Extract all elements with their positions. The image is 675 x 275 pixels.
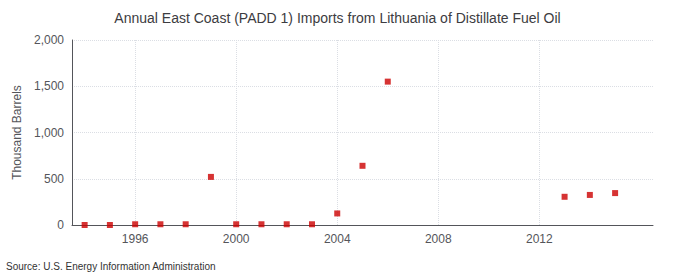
svg-text:Thousand Barrels: Thousand Barrels	[10, 85, 24, 180]
svg-text:1,000: 1,000	[34, 126, 64, 140]
svg-text:500: 500	[44, 172, 64, 186]
svg-text:2,000: 2,000	[34, 33, 64, 47]
svg-text:1996: 1996	[122, 232, 149, 246]
svg-text:2012: 2012	[526, 232, 553, 246]
svg-text:Annual East Coast (PADD 1) Imp: Annual East Coast (PADD 1) Imports from …	[114, 10, 560, 26]
svg-text:0: 0	[57, 218, 64, 232]
svg-text:2008: 2008	[425, 232, 452, 246]
svg-text:2004: 2004	[324, 232, 351, 246]
svg-text:Source: U.S. Energy Informatio: Source: U.S. Energy Information Administ…	[6, 261, 216, 272]
svg-text:2000: 2000	[223, 232, 250, 246]
svg-text:1,500: 1,500	[34, 79, 64, 93]
